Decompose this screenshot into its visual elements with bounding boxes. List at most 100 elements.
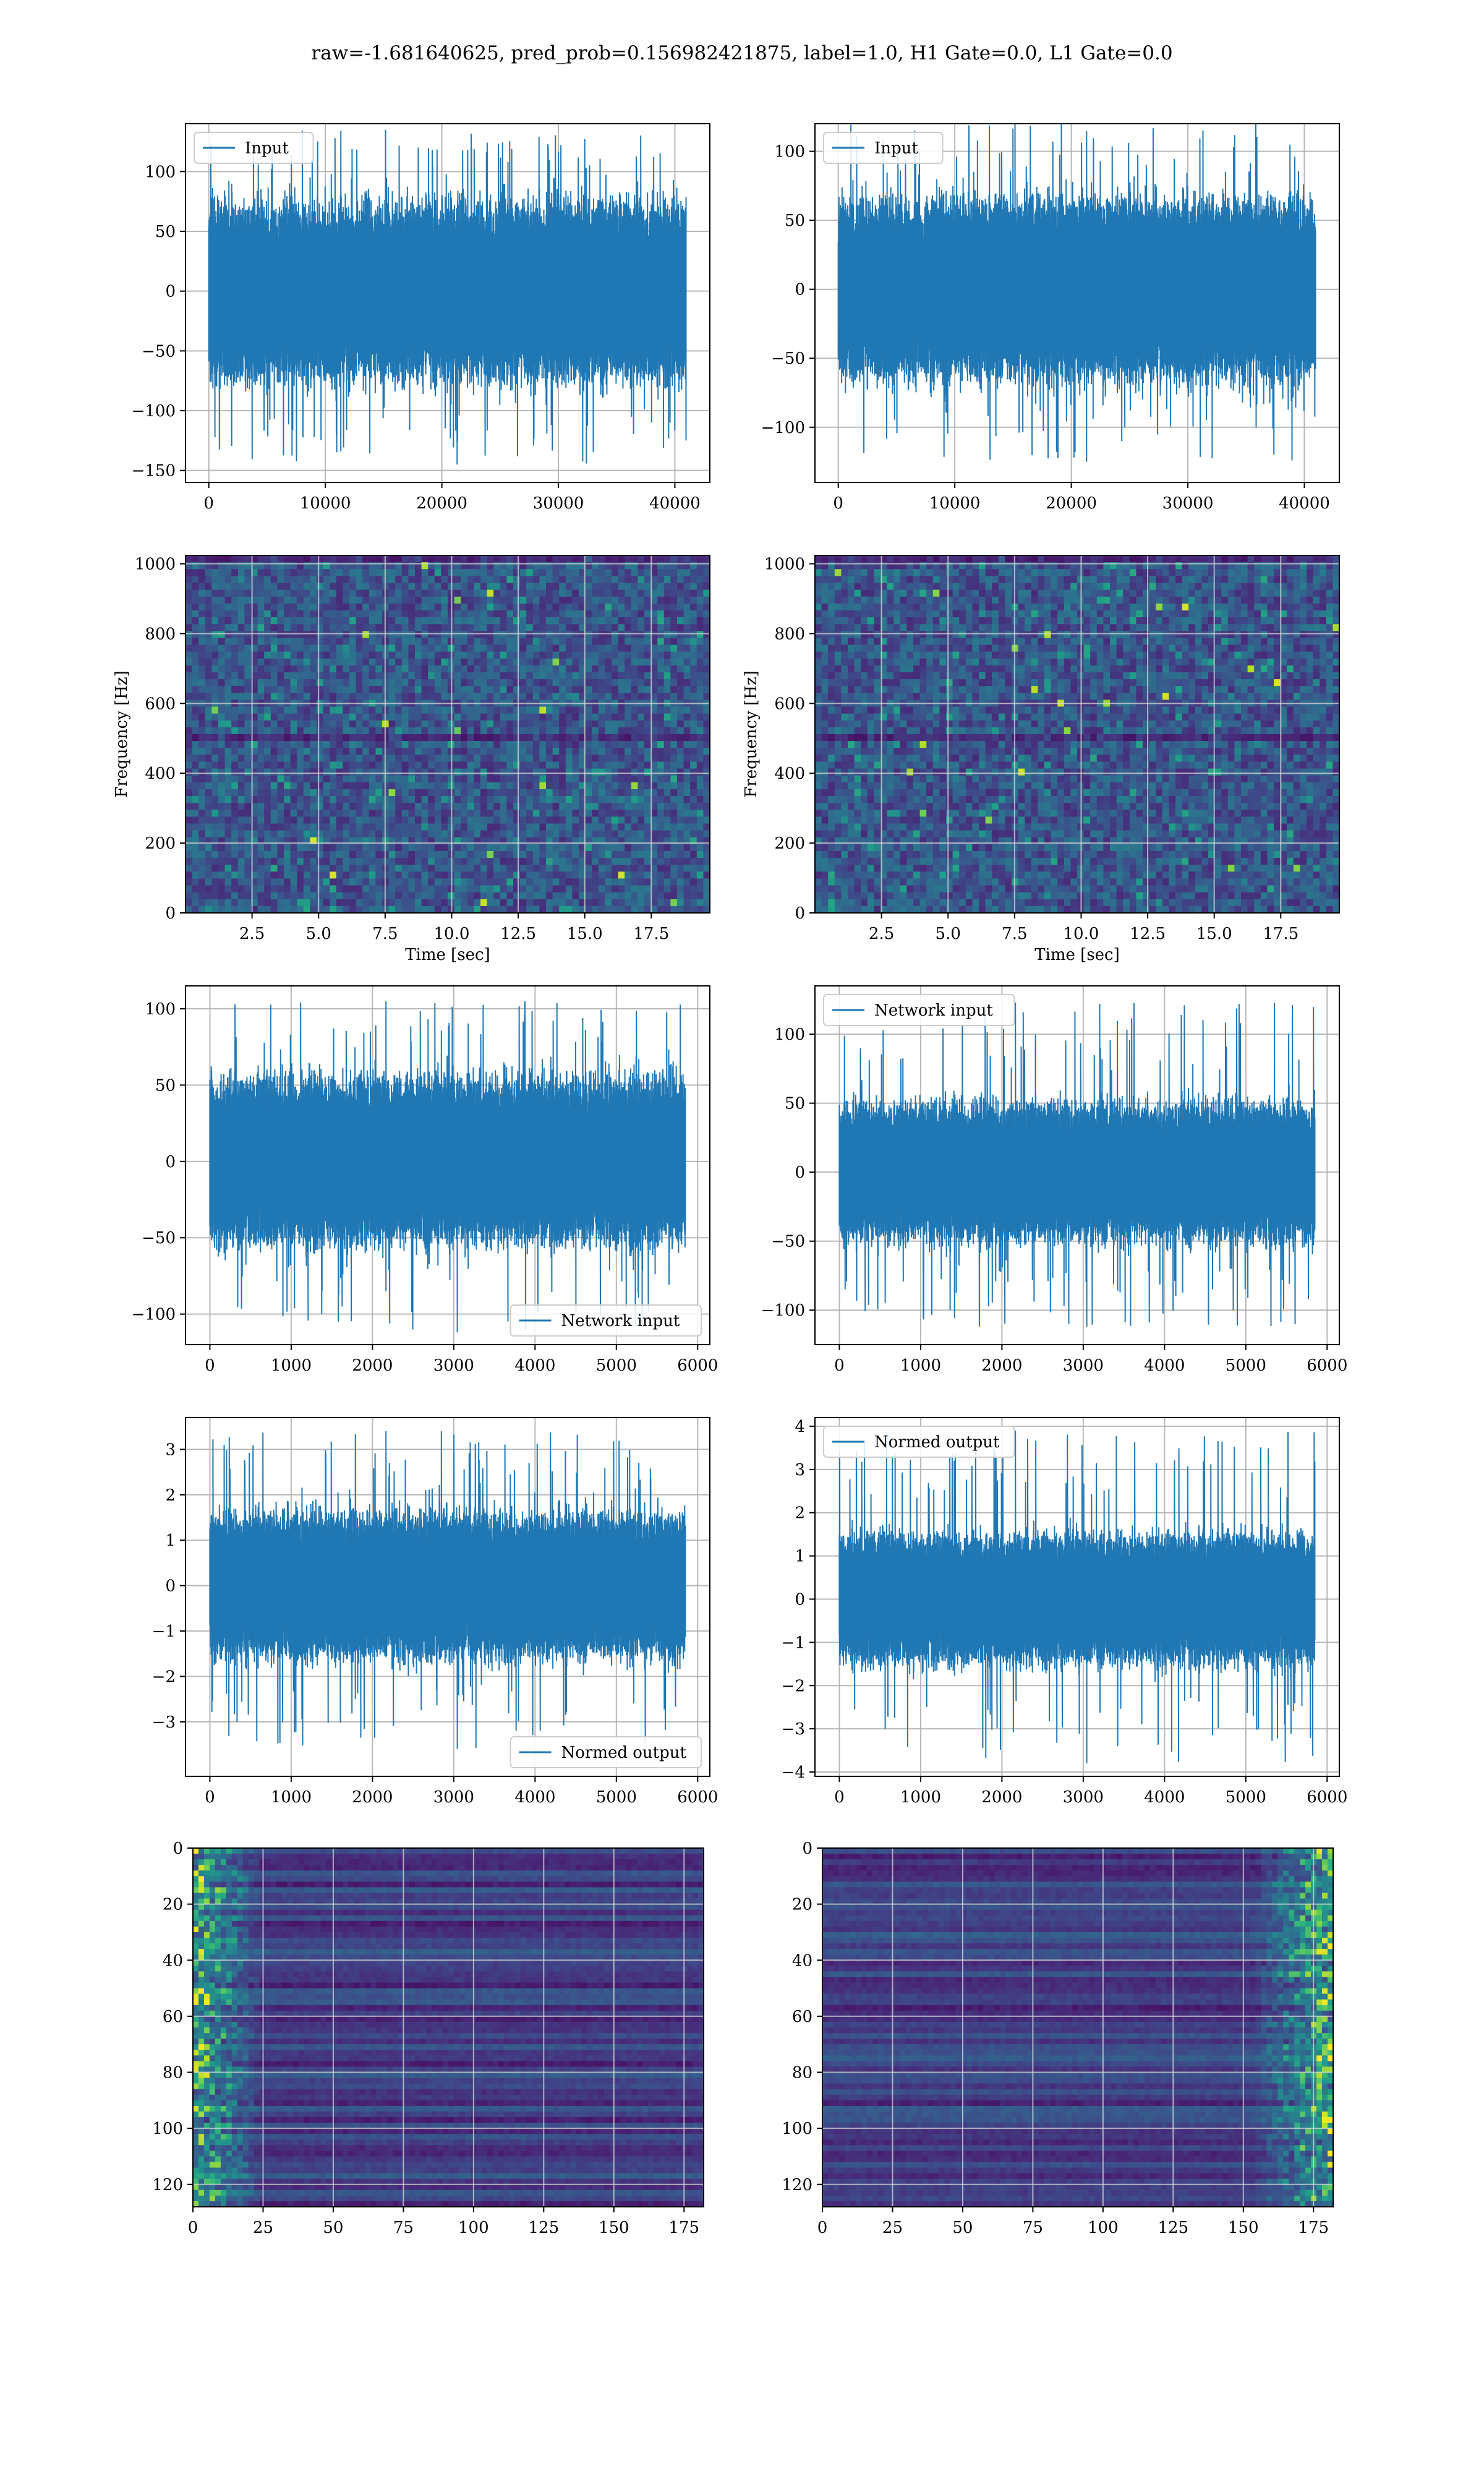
heatmap-cell <box>690 686 697 693</box>
heatmap-cell <box>480 761 488 769</box>
heatmap-cell <box>198 858 206 865</box>
heatmap-cell <box>506 816 514 824</box>
heatmap-cell <box>552 865 560 872</box>
heatmap-cell <box>959 596 966 604</box>
heatmap-cell <box>592 706 599 714</box>
heatmap-cell <box>343 761 350 769</box>
heatmap-cell <box>1031 562 1038 570</box>
heatmap-cell <box>1175 583 1183 591</box>
heatmap-cell <box>585 871 592 879</box>
heatmap-cell <box>310 851 317 858</box>
heatmap-cell <box>657 665 665 673</box>
heatmap-cell <box>251 851 258 858</box>
heatmap-cell <box>1208 583 1216 591</box>
heatmap-cell <box>500 631 507 638</box>
heatmap-cell <box>612 658 619 666</box>
heatmap-cell <box>598 617 605 625</box>
heatmap-cell <box>565 748 573 755</box>
heatmap-cell <box>526 672 534 680</box>
heatmap-cell <box>663 865 671 872</box>
heatmap-cell <box>638 631 645 638</box>
heatmap-cell <box>388 631 396 638</box>
heatmap-cell <box>1110 596 1117 604</box>
heatmap-cell <box>356 658 363 666</box>
heatmap-cell <box>375 741 383 748</box>
heatmap-cell <box>369 823 376 831</box>
heatmap-cell <box>401 638 409 646</box>
heatmap-cell <box>303 892 310 900</box>
heatmap-cell <box>211 555 219 563</box>
heatmap-cell <box>559 686 566 693</box>
heatmap-cell <box>696 624 704 631</box>
heatmap-cell <box>513 610 521 618</box>
heatmap-cell <box>487 658 494 666</box>
heatmap-cell <box>1280 555 1287 563</box>
heatmap-cell <box>638 871 645 879</box>
heatmap-cell <box>369 810 376 817</box>
heatmap-cell <box>598 665 605 673</box>
heatmap-cell <box>237 555 245 563</box>
heatmap-cell <box>605 761 612 769</box>
heatmap-cell <box>1260 589 1268 597</box>
heatmap-cell <box>441 775 448 783</box>
heatmap-cell <box>198 617 206 625</box>
heatmap-cell <box>1175 576 1183 583</box>
heatmap-cell <box>218 871 226 879</box>
heatmap-cell <box>487 610 494 618</box>
heatmap-cell <box>388 610 396 618</box>
heatmap-cell <box>303 610 310 618</box>
heatmap-cell <box>612 679 619 687</box>
heatmap-cell <box>625 555 632 563</box>
heatmap-cell <box>270 555 278 563</box>
heatmap-cell <box>388 638 396 646</box>
heatmap-cell <box>343 816 350 824</box>
heatmap-cell <box>559 796 566 803</box>
heatmap-cell <box>251 858 258 865</box>
heatmap-cell <box>841 555 848 563</box>
heatmap-cell <box>349 837 357 845</box>
heatmap-cell <box>579 810 586 817</box>
heatmap-cell <box>198 686 206 693</box>
heatmap-cell <box>1169 596 1176 604</box>
heatmap-cell <box>650 782 658 790</box>
heatmap-cell <box>1162 576 1169 583</box>
heatmap-cell <box>474 823 481 831</box>
heatmap-cell <box>598 658 605 666</box>
heatmap-cell <box>487 830 494 838</box>
heatmap-cell <box>401 589 409 597</box>
heatmap-cell <box>513 734 521 742</box>
heatmap-cell <box>224 741 232 748</box>
heatmap-cell <box>552 775 560 783</box>
heatmap-cell <box>1274 555 1281 563</box>
heatmap-cell <box>264 761 271 769</box>
heatmap-cell <box>186 905 193 914</box>
heatmap-cell <box>618 899 625 907</box>
heatmap-cell <box>369 768 376 776</box>
heatmap-cell <box>375 892 383 900</box>
heatmap-cell <box>1293 555 1300 563</box>
heatmap-cell <box>375 885 383 893</box>
heatmap-cell <box>565 810 573 817</box>
heatmap-cell <box>625 858 632 865</box>
heatmap-cell <box>932 596 940 604</box>
heatmap-cell <box>1090 603 1098 611</box>
heatmap-cell <box>487 905 494 914</box>
heatmap-cell <box>1260 583 1268 591</box>
heatmap-cell <box>519 713 527 721</box>
heatmap-cell <box>474 748 481 755</box>
heatmap-cell <box>303 768 310 776</box>
heatmap-cell <box>959 603 966 611</box>
heatmap-cell <box>330 871 337 879</box>
heatmap-cell <box>290 768 297 776</box>
heatmap-cell <box>323 741 330 748</box>
heatmap-cell <box>224 885 232 893</box>
heatmap-cell <box>625 589 632 597</box>
heatmap-cell <box>532 603 540 611</box>
heatmap-cell <box>1241 603 1248 611</box>
heatmap-cell <box>887 569 894 576</box>
heatmap-cell <box>559 761 566 769</box>
heatmap-cell <box>1260 603 1268 611</box>
heatmap-cell <box>454 713 461 721</box>
heatmap-cell <box>415 871 422 879</box>
heatmap-cell <box>336 562 343 570</box>
